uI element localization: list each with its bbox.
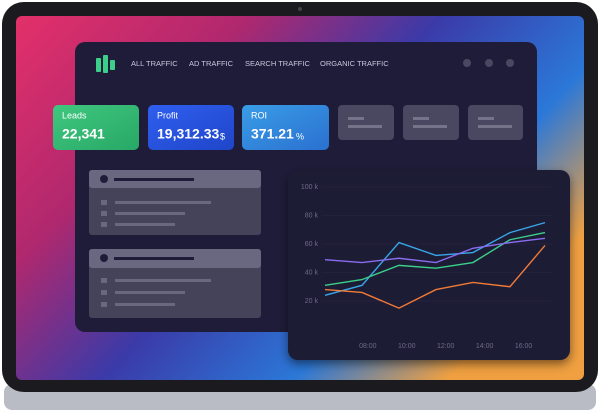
y-tick-label: 40 k	[305, 269, 319, 276]
nav-item[interactable]: ALL TRAFFIC	[131, 59, 178, 68]
list-panel	[89, 249, 261, 318]
stat-card[interactable]: Leads 22,341	[53, 105, 139, 150]
x-tick-label: 12:00	[437, 343, 455, 350]
x-tick-label: 16:00	[515, 343, 533, 350]
y-tick-label: 60 k	[305, 241, 319, 248]
series-line	[324, 221, 546, 296]
card-value: 22,341	[62, 126, 105, 142]
window-dot	[463, 59, 471, 67]
card-bg	[242, 105, 329, 150]
logo	[96, 55, 115, 73]
stat-card[interactable]: Profit 19,312.33 $	[148, 105, 234, 150]
card-unit: %	[296, 131, 304, 141]
window-dot	[485, 59, 493, 67]
nav-item[interactable]: SEARCH TRAFFIC	[245, 59, 310, 68]
card-label: ROI	[251, 110, 267, 120]
camera	[298, 7, 302, 11]
nav-item[interactable]: AD TRAFFIC	[189, 59, 234, 68]
series-line	[324, 231, 546, 287]
card-bg	[148, 105, 234, 150]
chart: 20 k 40 k 60 k 80 k 100 k 08:00 10:00 12:00 14:0…	[301, 184, 552, 350]
y-tick-label: 20 k	[305, 298, 319, 305]
card-unit: $	[220, 131, 225, 141]
card-bg	[53, 105, 139, 150]
y-tick-label: 80 k	[305, 212, 319, 219]
placeholder-cards	[338, 105, 523, 140]
list-panel	[89, 170, 261, 235]
series-line	[324, 237, 546, 264]
nav-item[interactable]: ORGANIC TRAFFIC	[320, 59, 389, 68]
x-tick-label: 14:00	[476, 343, 494, 350]
card-value: 19,312.33	[157, 126, 219, 142]
x-tick-label: 08:00	[359, 343, 377, 350]
chart-panel	[288, 170, 570, 360]
card-label: Profit	[157, 110, 179, 120]
x-tick-label: 10:00	[398, 343, 416, 350]
window-dot	[506, 59, 514, 67]
stat-card[interactable]: ROI 371.21 %	[242, 105, 329, 150]
y-tick-label: 100 k	[301, 184, 319, 191]
series-line	[324, 244, 546, 309]
card-label: Leads	[62, 110, 87, 120]
card-value: 371.21	[251, 126, 294, 142]
